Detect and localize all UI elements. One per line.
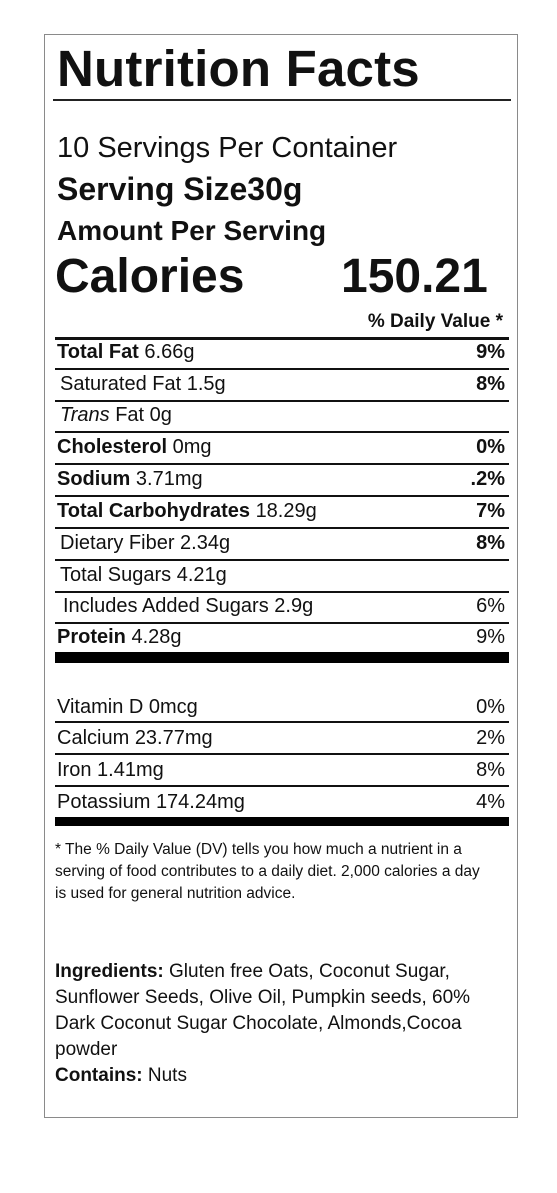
divider xyxy=(55,785,509,787)
ingredients-label: Ingredients: xyxy=(55,961,164,982)
divider xyxy=(55,559,509,561)
thick-divider xyxy=(55,817,509,826)
divider xyxy=(55,622,509,624)
nutrient-row-protein: Protein 4.28g 9% xyxy=(57,626,505,648)
nutrient-row-total-fat: Total Fat 6.66g 9% xyxy=(57,341,505,363)
nutrient-row-trans-fat: Trans Fat 0g xyxy=(60,404,172,426)
nutrient-pct: 4% xyxy=(476,791,505,813)
nutrition-label: Nutrition Facts 10 Servings Per Containe… xyxy=(44,34,518,1118)
serving-size: Serving Size30g xyxy=(57,171,302,208)
nutrient-pct: .2% xyxy=(470,468,505,490)
divider xyxy=(55,463,509,465)
contains-text: Nuts xyxy=(147,1065,187,1086)
nutrient-pct: 8% xyxy=(476,532,505,554)
divider xyxy=(55,591,509,593)
nutrient-row-sodium: Sodium 3.71mg .2% xyxy=(57,468,505,490)
vitamin-row-potassium: Potassium 174.24mg 4% xyxy=(57,791,505,813)
vitamin-row-vitamin-d: Vitamin D 0mcg 0% xyxy=(57,696,505,718)
servings-per-container: 10 Servings Per Container xyxy=(57,132,398,164)
nutrient-pct: 0% xyxy=(476,696,505,718)
nutrient-pct: 0% xyxy=(476,436,505,458)
daily-value-header: % Daily Value * xyxy=(367,311,503,332)
divider xyxy=(55,753,509,755)
nutrient-row-total-sugars: Total Sugars 4.21g xyxy=(60,564,227,586)
nutrient-pct: 7% xyxy=(476,500,505,522)
serving-size-value: 30g xyxy=(247,171,303,207)
nutrient-pct: 8% xyxy=(476,759,505,781)
contains-label: Contains: xyxy=(55,1065,143,1086)
divider xyxy=(55,368,509,370)
ingredients-block: Ingredients: Gluten free Oats, Coconut S… xyxy=(55,959,505,1089)
divider xyxy=(55,431,509,433)
divider xyxy=(55,721,509,723)
divider xyxy=(55,337,509,340)
amount-per-serving: Amount Per Serving xyxy=(57,215,327,246)
nutrient-row-saturated-fat: Saturated Fat 1.5g 8% xyxy=(60,373,505,395)
label-title: Nutrition Facts xyxy=(57,40,420,97)
nutrient-row-dietary-fiber: Dietary Fiber 2.34g 8% xyxy=(60,532,505,554)
divider xyxy=(55,495,509,497)
calories-label: Calories xyxy=(55,250,245,303)
nutrient-row-cholesterol: Cholesterol 0mg 0% xyxy=(57,436,505,458)
calories-value: 150.21 xyxy=(341,250,488,303)
title-divider xyxy=(53,99,511,101)
divider xyxy=(55,527,509,529)
daily-value-footnote: * The % Daily Value (DV) tells you how m… xyxy=(55,841,480,902)
nutrient-pct: 9% xyxy=(476,626,505,648)
ingredients-text: Gluten free Oats, Coconut Sugar, Sunflow… xyxy=(55,961,471,1060)
nutrient-pct: 6% xyxy=(476,595,505,617)
thick-divider xyxy=(55,652,509,663)
nutrient-pct: 9% xyxy=(476,341,505,363)
vitamin-row-calcium: Calcium 23.77mg 2% xyxy=(57,727,505,749)
nutrient-pct: 8% xyxy=(476,373,505,395)
nutrient-row-total-carbohydrates: Total Carbohydrates 18.29g 7% xyxy=(57,500,505,522)
divider xyxy=(55,400,509,402)
vitamin-row-iron: Iron 1.41mg 8% xyxy=(57,759,505,781)
serving-size-label: Serving Size xyxy=(57,171,248,207)
nutrient-pct: 2% xyxy=(476,727,505,749)
nutrient-row-added-sugars: Includes Added Sugars 2.9g 6% xyxy=(63,595,505,617)
